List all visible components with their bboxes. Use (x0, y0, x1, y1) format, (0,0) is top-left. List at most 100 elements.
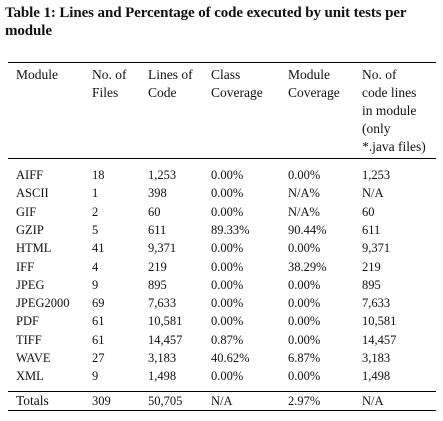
cell-lines: 10,581 (148, 314, 183, 329)
table-row: PDF 61 10,581 0.00% 0.00% 10,581 (0, 312, 443, 330)
table-row: HTML 41 9,371 0.00% 0.00% 9,371 (0, 239, 443, 257)
cell-module-coverage: 0.00% (288, 296, 321, 311)
totals-java-lines: N/A (362, 394, 384, 408)
cell-java-lines: 60 (362, 204, 375, 219)
header-lines: Lines of Code (148, 67, 193, 100)
cell-files: 61 (92, 314, 105, 329)
table-row: ASCII 1 398 0.00% N/A% N/A (0, 184, 443, 202)
cell-java-lines: 7,633 (362, 296, 391, 311)
cell-lines: 219 (148, 259, 167, 274)
totals-files: 309 (92, 394, 111, 408)
table-row: IFF 4 219 0.00% 38.29% 219 (0, 258, 443, 276)
table-row: JPEG 9 895 0.00% 0.00% 895 (0, 276, 443, 294)
table-row: XML 9 1,498 0.00% 0.00% 1,498 (0, 367, 443, 385)
totals-module-coverage: 2.97% (288, 394, 321, 408)
cell-lines: 1,253 (148, 168, 177, 182)
cell-files: 9 (92, 369, 99, 384)
cell-files: 27 (92, 351, 105, 365)
cell-module-coverage: 0.00% (288, 241, 321, 256)
cell-module-coverage: 0.00% (288, 277, 321, 292)
header-files: No. of Files (92, 67, 127, 100)
cell-module: IFF (16, 259, 35, 274)
cell-files: 1 (92, 186, 99, 201)
cell-module: JPEG (16, 277, 45, 292)
cell-java-lines: 3,183 (362, 351, 391, 365)
cell-module: TIFF (16, 332, 42, 347)
cell-module-coverage: 0.00% (288, 314, 321, 329)
table-row: JPEG2000 69 7,633 0.00% 0.00% 7,633 (0, 294, 443, 312)
cell-files: 18 (92, 168, 105, 182)
cell-module: WAVE (16, 351, 51, 365)
table-row: TIFF 61 14,457 0.87% 0.00% 14,457 (0, 331, 443, 349)
header-module-coverage: Module Coverage (288, 67, 340, 100)
header-java-lines: No. of code lines in module (only *.java… (362, 67, 426, 154)
cell-lines: 398 (148, 186, 167, 201)
cell-module-coverage: 0.00% (288, 369, 321, 384)
cell-module: AIFF (16, 168, 44, 182)
cell-module: GIF (16, 204, 37, 219)
cell-module-coverage: 0.00% (288, 168, 321, 182)
totals-row: Totals 309 50,705 N/A 2.97% N/A (0, 392, 443, 410)
cell-java-lines: 611 (362, 222, 381, 237)
cell-java-lines: 1,498 (362, 369, 391, 384)
cell-class-coverage: 0.00% (211, 259, 244, 274)
header-module: Module (16, 67, 58, 82)
cell-class-coverage: 0.00% (211, 296, 244, 311)
table-row: WAVE 27 3,183 40.62% 6.87% 3,183 (0, 349, 443, 367)
cell-module-coverage: 38.29% (288, 259, 327, 274)
table-caption: Table 1: Lines and Percentage of code ex… (5, 5, 407, 39)
totals-label: Totals (16, 393, 49, 408)
cell-lines: 895 (148, 277, 167, 292)
cell-lines: 611 (148, 222, 167, 237)
totals-lines: 50,705 (148, 394, 183, 408)
cell-files: 5 (92, 222, 99, 237)
cell-module: GZIP (16, 222, 44, 237)
cell-module-coverage: N/A% (288, 204, 320, 219)
cell-class-coverage: 0.00% (211, 204, 244, 219)
cell-module: ASCII (16, 186, 49, 201)
cell-java-lines: 895 (362, 277, 381, 292)
table-row: GZIP 5 611 89.33% 90.44% 611 (0, 221, 443, 239)
cell-module: HTML (16, 241, 52, 256)
cell-class-coverage: 0.00% (211, 277, 244, 292)
header-rule (8, 158, 436, 159)
cell-lines: 1,498 (148, 369, 177, 384)
cell-class-coverage: 40.62% (211, 351, 250, 365)
cell-files: 9 (92, 277, 99, 292)
cell-java-lines: N/A (362, 186, 384, 201)
cell-module: PDF (16, 314, 39, 329)
cell-class-coverage: 89.33% (211, 222, 250, 237)
cell-module-coverage: N/A% (288, 186, 320, 201)
cell-module: XML (16, 369, 44, 384)
cell-files: 69 (92, 296, 105, 311)
cell-java-lines: 14,457 (362, 332, 397, 347)
cell-class-coverage: 0.00% (211, 168, 244, 182)
cell-module: JPEG2000 (16, 296, 70, 311)
cell-java-lines: 1,253 (362, 168, 391, 182)
table-row: AIFF 18 1,253 0.00% 0.00% 1,253 (0, 166, 443, 184)
header-class-coverage: Class Coverage (211, 67, 263, 100)
cell-lines: 60 (148, 204, 161, 219)
cell-class-coverage: 0.00% (211, 314, 244, 329)
cell-java-lines: 10,581 (362, 314, 397, 329)
cell-files: 61 (92, 332, 105, 347)
cell-lines: 14,457 (148, 332, 183, 347)
cell-module-coverage: 90.44% (288, 222, 327, 237)
cell-class-coverage: 0.87% (211, 332, 244, 347)
cell-java-lines: 219 (362, 259, 381, 274)
cell-java-lines: 9,371 (362, 241, 391, 256)
cell-files: 2 (92, 204, 99, 219)
cell-module-coverage: 6.87% (288, 351, 321, 365)
table-row: GIF 2 60 0.00% N/A% 60 (0, 203, 443, 221)
cell-files: 4 (92, 259, 99, 274)
cell-files: 41 (92, 241, 105, 256)
cell-module-coverage: 0.00% (288, 332, 321, 347)
table-top-rule (8, 62, 436, 63)
totals-rule (8, 391, 436, 392)
cell-class-coverage: 0.00% (211, 241, 244, 256)
cell-lines: 7,633 (148, 296, 177, 311)
cell-class-coverage: 0.00% (211, 186, 244, 201)
table-bottom-rule (8, 410, 436, 411)
totals-class-coverage: N/A (211, 394, 233, 408)
cell-lines: 3,183 (148, 351, 177, 365)
